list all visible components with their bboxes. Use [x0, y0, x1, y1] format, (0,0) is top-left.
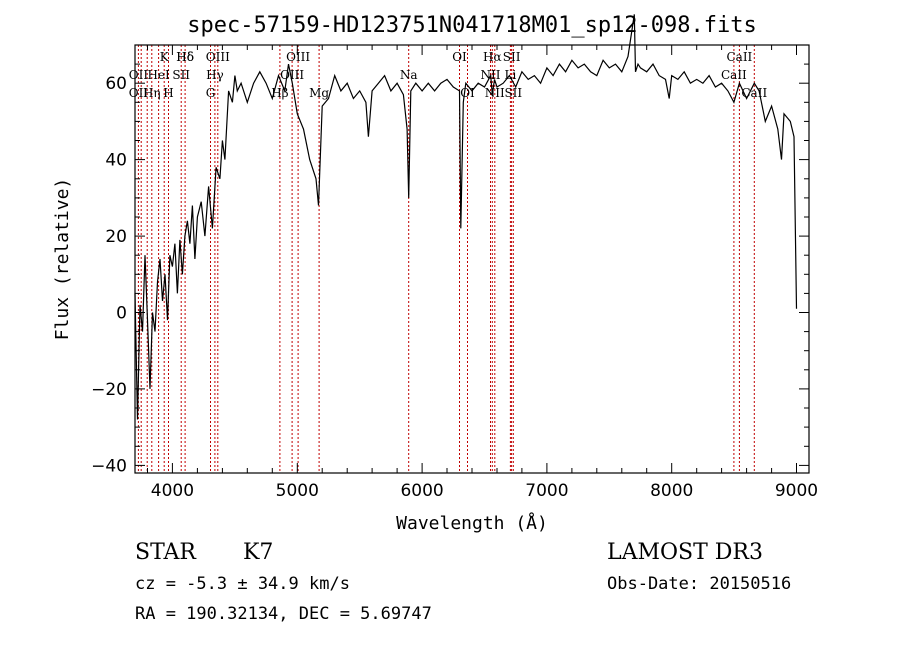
- line-label: SII: [503, 50, 521, 64]
- y-tick-label: −40: [91, 456, 127, 476]
- coordinates: RA = 190.32134, DEC = 5.69747: [135, 604, 432, 624]
- line-label: Mg: [309, 86, 329, 100]
- line-label: Li: [504, 68, 516, 82]
- line-label: NII: [485, 86, 505, 100]
- line-label: Hδ: [176, 50, 194, 64]
- line-label: OI: [460, 86, 475, 100]
- line-label: Na: [400, 68, 418, 82]
- y-tick-label: 40: [105, 151, 127, 171]
- y-tick-label: 0: [116, 304, 127, 324]
- line-label: Hγ: [206, 68, 224, 82]
- line-label: CaII: [721, 68, 747, 82]
- x-tick-label: 8000: [650, 481, 693, 501]
- chart-title: spec-57159-HD123751N041718M01_sp12-098.f…: [187, 13, 757, 38]
- x-tick-label: 9000: [775, 481, 818, 501]
- survey-name: LAMOST DR3: [607, 540, 763, 565]
- x-tick-label: 7000: [525, 481, 568, 501]
- plot-frame: [134, 44, 810, 474]
- line-label: OII: [129, 86, 149, 100]
- x-tick-label: 4000: [151, 481, 194, 501]
- y-axis-label: Flux (relative): [52, 178, 73, 341]
- line-label: Hδ: [176, 50, 194, 64]
- line-label: Hα: [483, 50, 502, 64]
- line-label: G: [206, 86, 216, 100]
- line-label: OII: [129, 68, 149, 82]
- line-label: K: [160, 50, 170, 64]
- line-label: SII: [172, 68, 190, 82]
- line-label: HeI: [147, 68, 170, 82]
- y-tick-label: 20: [105, 227, 127, 247]
- y-tick-label: 60: [105, 74, 127, 94]
- x-axis: 4000 5000 6000 7000 8000 9000: [147, 45, 818, 501]
- line-label: CaII: [726, 50, 752, 64]
- object-class: STAR: [135, 540, 196, 565]
- line-label: OI: [452, 50, 467, 64]
- line-label: Hη: [143, 86, 161, 100]
- marker-lines: [137, 45, 755, 473]
- x-tick-label: 5000: [276, 481, 319, 501]
- line-label: CaII: [741, 86, 767, 100]
- redshift-text: cz = -5.3 ± 34.9 km/s: [135, 574, 350, 594]
- x-axis-label: Wavelength (Å): [396, 512, 548, 534]
- line-label: OIII: [286, 50, 310, 64]
- x-tick-label: 6000: [400, 481, 443, 501]
- y-axis: −40 −20 0 20 40 60: [91, 63, 809, 476]
- line-label: OIII: [206, 50, 230, 64]
- line-label: SII: [504, 86, 522, 100]
- spectrum-line: [134, 14, 798, 420]
- line-label: H: [163, 86, 173, 100]
- obs-date: Obs-Date: 20150516: [607, 574, 792, 594]
- y-tick-label: −20: [91, 380, 127, 400]
- subclass: K7: [243, 540, 274, 565]
